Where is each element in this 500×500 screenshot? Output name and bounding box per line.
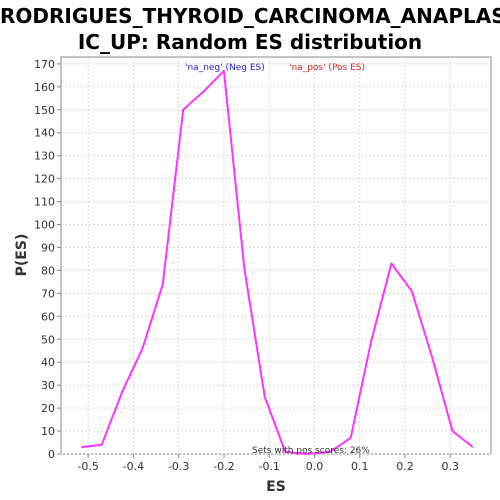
y-tick-label: 100 (34, 219, 55, 232)
y-tick-label: 10 (41, 425, 55, 438)
chart-title-line-1: RODRIGUES_THYROID_CARCINOMA_ANAPLAST (0, 4, 500, 28)
series-line-pos (305, 262, 474, 455)
y-tick-label: 50 (41, 333, 55, 346)
y-tick-label: 110 (34, 196, 55, 209)
x-tick-label: -0.2 (213, 460, 234, 473)
y-tick-label: 160 (34, 81, 55, 94)
legend-entry-neg: 'na_neg' (Neg ES) (185, 63, 265, 73)
legend-entry-pos: 'na_pos' (Pos ES) (289, 63, 365, 73)
y-tick-label: 140 (34, 127, 55, 140)
x-tick-label: 0.0 (306, 460, 324, 473)
pos-scores-annotation: Sets with pos scores: 26% (252, 446, 370, 456)
y-tick-label: 170 (34, 58, 55, 71)
chart-title-line-2: IC_UP: Random ES distribution (77, 30, 423, 54)
y-tick-label: 60 (41, 310, 55, 323)
series-lines (81, 69, 474, 455)
x-axis-ticks: -0.5 -0.4 -0.3 -0.2 -0.1 0.0 0.1 0.2 0.3 (77, 454, 459, 473)
x-tick-label: -0.1 (258, 460, 279, 473)
y-axis-ticks: 0 10 20 30 40 50 60 70 80 90 100 110 120 130 140 150 160… (34, 58, 61, 461)
chart-title: RODRIGUES_THYROID_CARCINOMA_ANAPLAST IC_… (0, 3, 500, 55)
y-tick-label: 70 (41, 287, 55, 300)
series-line-neg (81, 69, 306, 455)
x-tick-label: 0.1 (351, 460, 369, 473)
y-tick-label: 90 (41, 241, 55, 254)
y-tick-label: 30 (41, 379, 55, 392)
y-tick-label: 20 (41, 402, 55, 415)
x-tick-label: -0.5 (77, 460, 98, 473)
y-tick-label: 130 (34, 150, 55, 163)
x-tick-label: 0.2 (396, 460, 414, 473)
x-tick-label: 0.3 (442, 460, 460, 473)
x-axis-label: ES (266, 479, 286, 495)
y-tick-label: 40 (41, 356, 55, 369)
y-tick-label: 80 (41, 264, 55, 277)
x-tick-label: -0.4 (123, 460, 144, 473)
y-tick-label: 0 (48, 448, 55, 461)
x-tick-label: -0.3 (168, 460, 189, 473)
y-tick-label: 120 (34, 173, 55, 186)
y-tick-label: 150 (34, 104, 55, 117)
y-axis-label: P(ES) (14, 234, 30, 277)
plot-area (60, 56, 492, 455)
